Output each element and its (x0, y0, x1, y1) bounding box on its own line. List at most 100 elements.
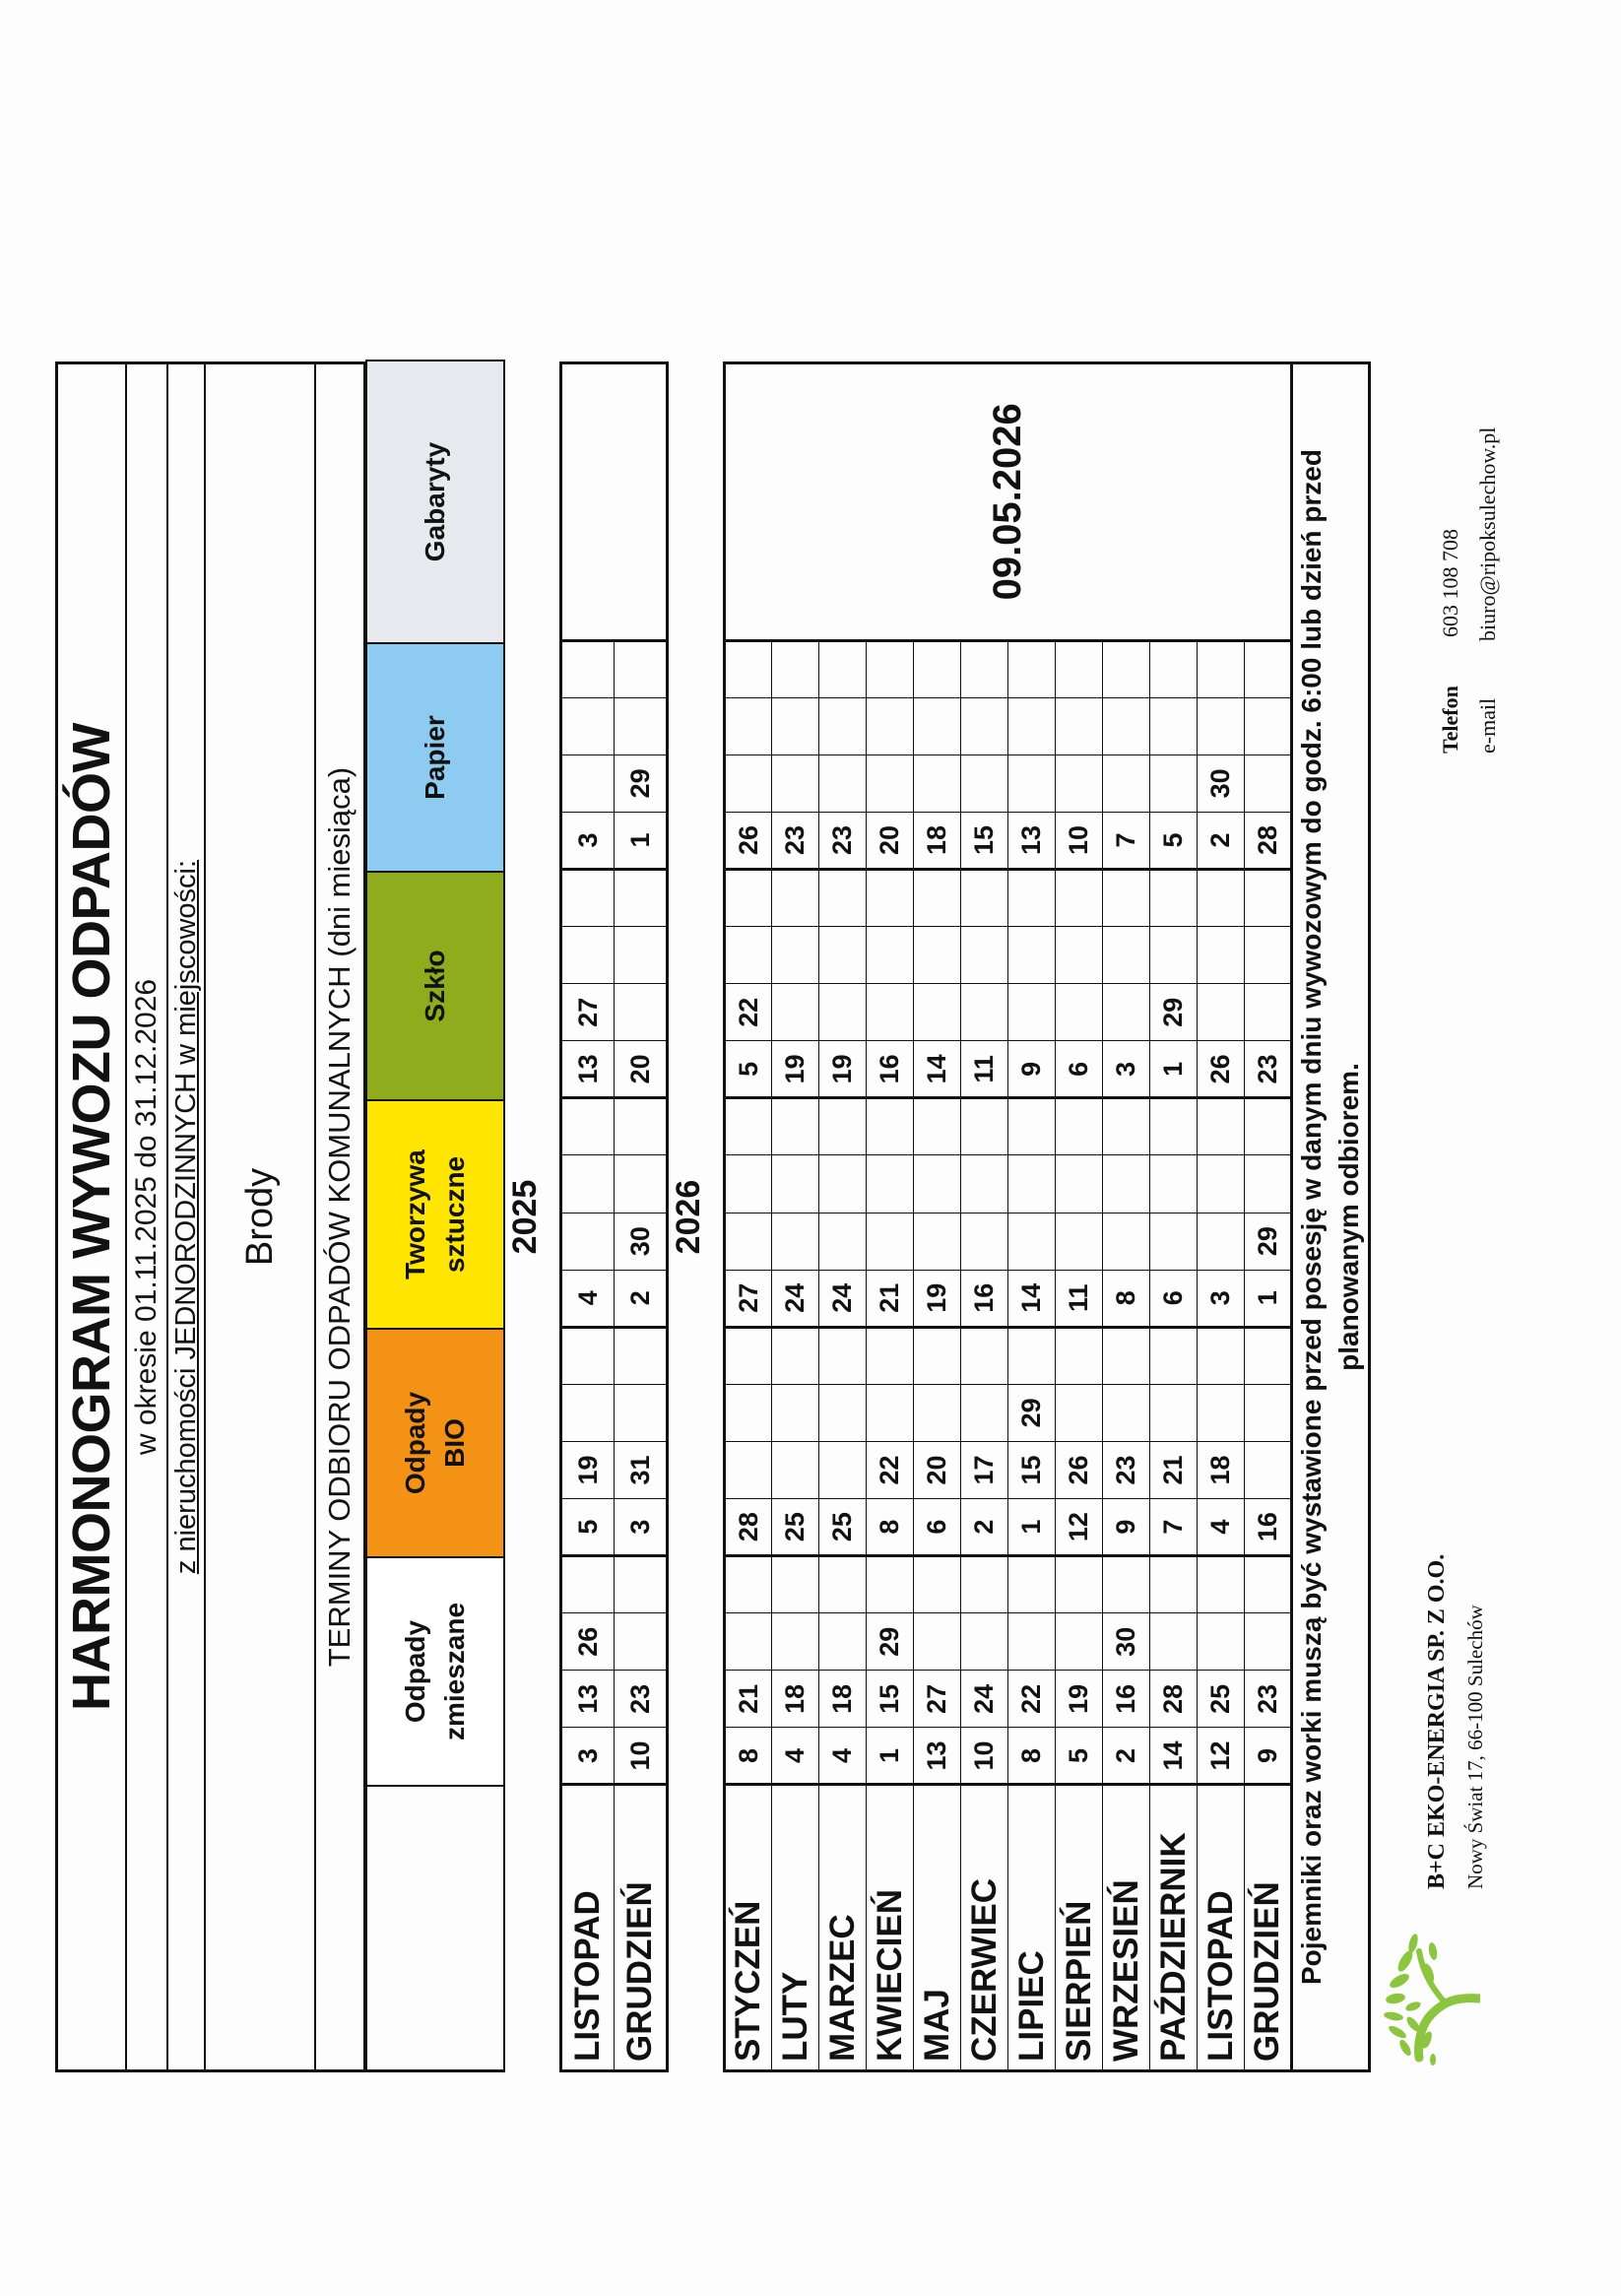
day-cell-bio: 22 (866, 1441, 914, 1499)
column-header-table: Odpady zmieszane Odpady BIO Tworzywa sztuczne… (365, 360, 505, 2072)
day-cell-papier (1102, 697, 1150, 755)
day-cell-szklo: 22 (724, 983, 772, 1041)
day-cell-tworzywa (913, 1154, 961, 1214)
day-cell-szklo (1244, 983, 1292, 1041)
day-cell-szklo: 27 (560, 983, 615, 1041)
day-cell-tworzywa (560, 1154, 615, 1214)
day-cell-szklo (1007, 926, 1056, 984)
month-label: KWIECIEŃ (866, 1785, 914, 2071)
day-cell-bio (771, 1327, 819, 1385)
day-cell-szklo (818, 926, 867, 984)
day-cell-szklo (960, 983, 1008, 1041)
day-cell-szklo: 20 (614, 1040, 668, 1098)
day-cell-papier (960, 640, 1008, 698)
day-cell-tworzywa (560, 1213, 615, 1271)
day-cell-zmieszane (960, 1555, 1008, 1613)
day-cell-papier: 30 (1197, 754, 1245, 813)
day-cell-szklo (771, 926, 819, 984)
schedule-table-2025: LISTOPAD 3 13 26 5 19 4 13 27 3 GRUDZIEŃ 10 23 3 31 2 30… (559, 361, 669, 2072)
day-cell-tworzywa (1149, 1213, 1198, 1271)
day-cell-bio: 29 (1007, 1384, 1056, 1442)
day-cell-zmieszane: 24 (960, 1670, 1008, 1728)
day-cell-papier (1102, 754, 1150, 813)
day-cell-tworzywa (1149, 1154, 1198, 1214)
column-header-label-line2: sztuczne (439, 1155, 470, 1274)
day-cell-papier (614, 697, 668, 755)
day-cell-szklo (866, 869, 914, 927)
day-cell-zmieszane: 21 (724, 1670, 772, 1728)
day-cell-papier: 29 (614, 754, 668, 813)
column-header-label-line2: zmieszane (439, 1602, 470, 1741)
day-cell-szklo (724, 869, 772, 927)
month-label: STYCZEŃ (724, 1785, 772, 2071)
day-cell-tworzywa (913, 1097, 961, 1155)
day-cell-tworzywa (1102, 1213, 1150, 1271)
gabaryty-date-cell (560, 362, 668, 641)
schedule-table-2026: STYCZEŃ 8 21 28 27 5 22 26 09.05.2026 LUTY 4 18 25 24… (723, 361, 1293, 2072)
month-label: SIERPIEŃ (1055, 1785, 1103, 2071)
day-cell-szklo (913, 926, 961, 984)
day-cell-bio: 2 (960, 1498, 1008, 1556)
column-header-papier: Papier (366, 643, 504, 872)
day-cell-tworzywa (614, 1154, 668, 1214)
day-cell-bio: 15 (1007, 1441, 1056, 1499)
day-cell-papier (724, 697, 772, 755)
day-cell-papier: 5 (1149, 812, 1198, 870)
day-cell-szklo (1102, 983, 1150, 1041)
day-cell-zmieszane (960, 1612, 1008, 1671)
day-cell-papier: 20 (866, 812, 914, 870)
year-label-2026: 2026 (670, 1179, 707, 1255)
column-header-label-line2: BIO (439, 1418, 470, 1468)
email-link[interactable]: biuro@ripoksulechow.pl (1475, 426, 1500, 641)
day-cell-tworzywa: 14 (1007, 1270, 1056, 1328)
day-cell-tworzywa: 24 (771, 1270, 819, 1328)
day-cell-bio (960, 1384, 1008, 1442)
day-cell-szklo: 23 (1244, 1040, 1292, 1098)
day-cell-zmieszane (1244, 1612, 1292, 1671)
day-cell-tworzywa (913, 1213, 961, 1271)
day-cell-papier (1055, 697, 1103, 755)
day-cell-papier: 23 (818, 812, 867, 870)
day-cell-szklo (1244, 926, 1292, 984)
day-cell-tworzywa (960, 1154, 1008, 1214)
day-cell-bio (1149, 1384, 1198, 1442)
day-cell-szklo (724, 926, 772, 984)
day-cell-tworzywa (1149, 1097, 1198, 1155)
day-cell-bio (724, 1327, 772, 1385)
day-cell-papier (1244, 697, 1292, 755)
day-cell-zmieszane (771, 1555, 819, 1613)
day-cell-papier: 2 (1197, 812, 1245, 870)
day-cell-tworzywa (1197, 1097, 1245, 1155)
day-cell-szklo (1007, 869, 1056, 927)
page-title: HARMONOGRAM WYWOZU ODPADÓW (58, 364, 127, 2069)
day-cell-bio (771, 1441, 819, 1499)
day-cell-papier: 13 (1007, 812, 1056, 870)
day-cell-zmieszane: 30 (1102, 1612, 1150, 1671)
day-cell-bio: 23 (1102, 1441, 1150, 1499)
day-cell-tworzywa (1007, 1213, 1056, 1271)
day-cell-szklo (614, 926, 668, 984)
day-cell-papier (1244, 754, 1292, 813)
day-cell-papier (614, 640, 668, 698)
day-cell-bio (560, 1327, 615, 1385)
day-cell-tworzywa (724, 1213, 772, 1271)
day-cell-zmieszane: 19 (1055, 1670, 1103, 1728)
day-cell-zmieszane: 4 (818, 1727, 867, 1785)
day-cell-tworzywa (1197, 1213, 1245, 1271)
day-cell-zmieszane: 29 (866, 1612, 914, 1671)
day-cell-bio (724, 1441, 772, 1499)
property-type-row: z nieruchomości JEDNORODZINNYCH w miejsc… (168, 364, 206, 2069)
day-cell-papier (1007, 640, 1056, 698)
day-cell-szklo (1197, 869, 1245, 927)
company-address: Nowy Świat 17, 66-100 Sulechów (1463, 1605, 1487, 1889)
day-cell-zmieszane: 3 (560, 1727, 615, 1785)
column-header-label: Papier (420, 715, 450, 800)
day-cell-bio: 12 (1055, 1498, 1103, 1556)
day-cell-bio (1102, 1327, 1150, 1385)
day-cell-tworzywa (866, 1097, 914, 1155)
day-cell-bio: 19 (560, 1441, 615, 1499)
day-cell-zmieszane: 13 (913, 1727, 961, 1785)
day-cell-bio (1197, 1327, 1245, 1385)
day-cell-tworzywa: 16 (960, 1270, 1008, 1328)
day-cell-szklo (1055, 983, 1103, 1041)
